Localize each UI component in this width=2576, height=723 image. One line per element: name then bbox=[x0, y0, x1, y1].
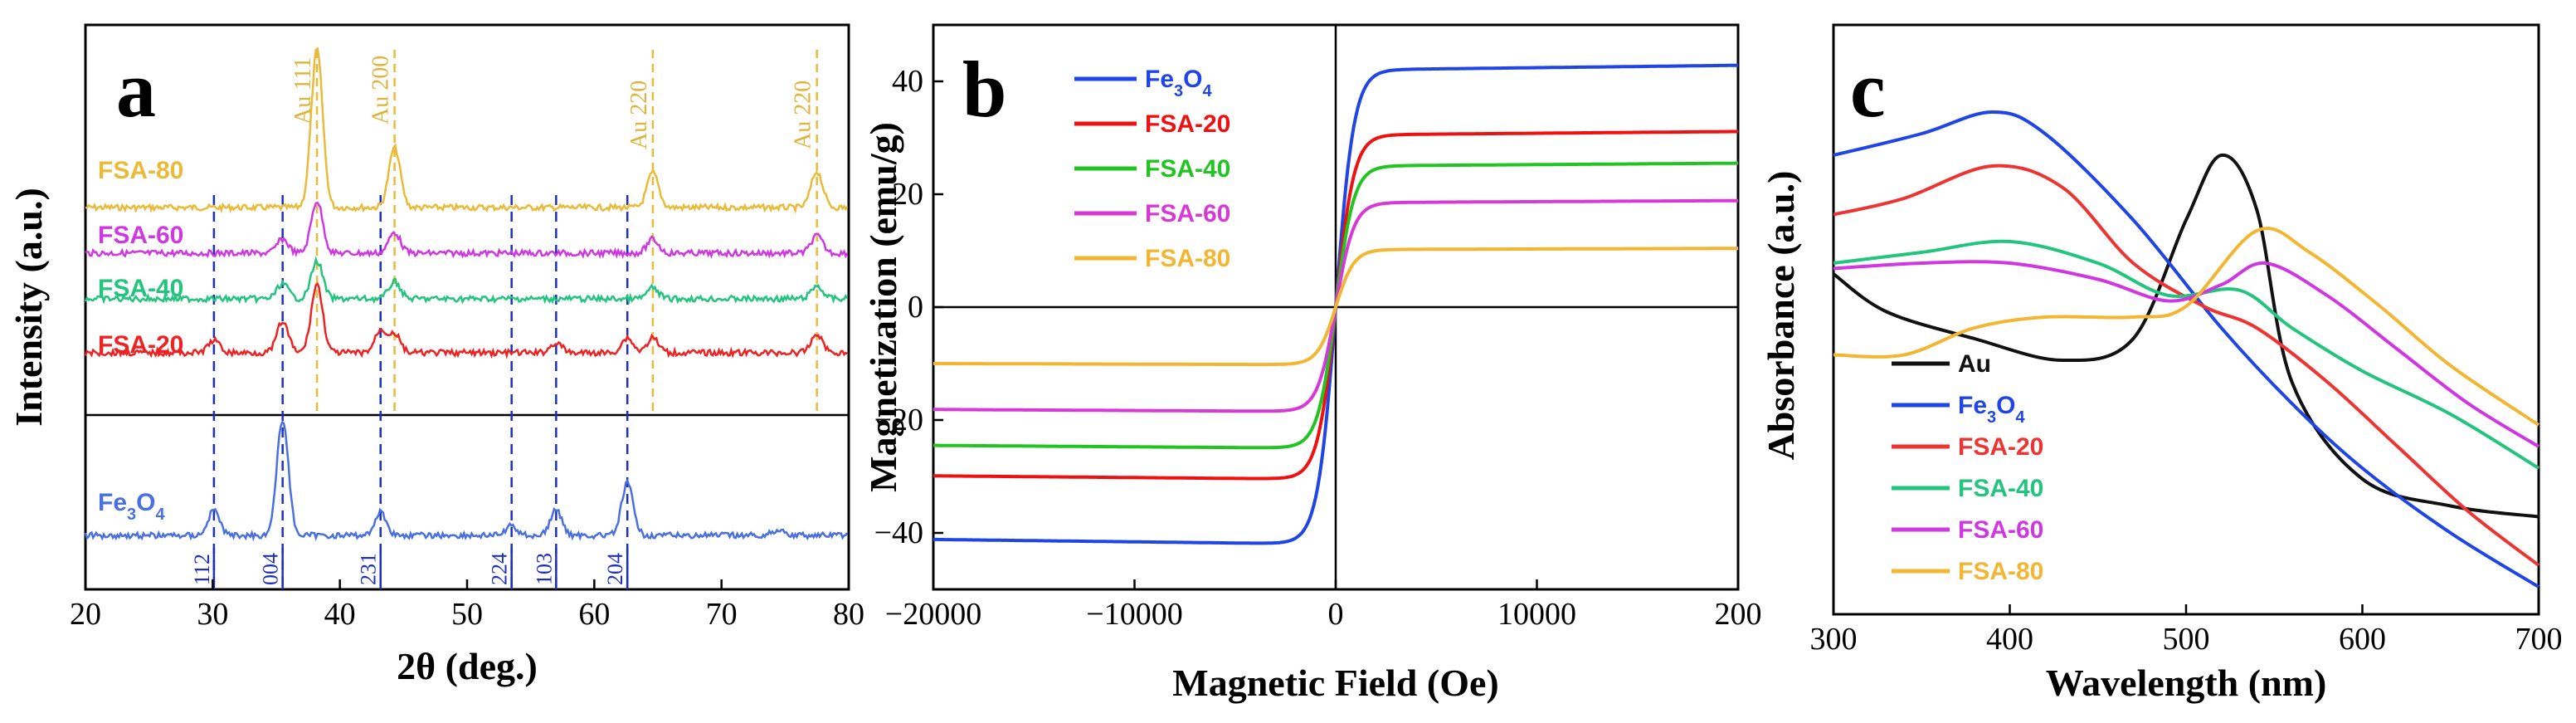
panel-c-legend-label-au: Au bbox=[1958, 350, 1991, 378]
panel-b-ytick-label: −20 bbox=[874, 403, 923, 437]
panel-c-xtick-label: 300 bbox=[1810, 622, 1858, 657]
panel-b-legend-label-fsa-40: FSA-40 bbox=[1145, 155, 1230, 183]
panel-a-xtick-label: 80 bbox=[833, 597, 864, 632]
panel-a-ylabel: Intensity (a.u.) bbox=[7, 188, 50, 427]
panel-a-xtick-label: 60 bbox=[578, 597, 610, 632]
panel-a-label-fsa-20: FSA-20 bbox=[98, 331, 183, 359]
legend-label-sub: 4 bbox=[1202, 82, 1212, 100]
panel-a-label-fsa-80: FSA-80 bbox=[98, 157, 183, 184]
panel-b-xtick-label: 0 bbox=[1328, 597, 1344, 632]
panel-a-series-fsa-40 bbox=[84, 256, 849, 306]
panel-a-label-fe3o4: Fe3O4 bbox=[98, 489, 165, 524]
panel-c-series-fsa-80 bbox=[1833, 227, 2540, 427]
panel-a-hkl-label: 103 bbox=[532, 553, 556, 585]
panel-b-xlabel: Magnetic Field (Oe) bbox=[1172, 662, 1498, 704]
legend-label-part: O bbox=[1183, 66, 1202, 93]
panel-c-letter: c bbox=[1850, 45, 1886, 134]
panel-a-label-fsa-60: FSA-60 bbox=[98, 222, 183, 249]
legend-label-part: Fe bbox=[98, 489, 127, 516]
panel-c-legend-label-fsa-20: FSA-20 bbox=[1958, 433, 2043, 461]
panel-c-ylabel: Absorbance (a.u.) bbox=[1760, 171, 1802, 461]
panel-c-series-fsa-40 bbox=[1833, 239, 2540, 470]
legend-label-sub: 3 bbox=[127, 506, 136, 524]
panel-b-ytick-label: 40 bbox=[892, 64, 923, 99]
panel-c-legend-label-fsa-40: FSA-40 bbox=[1958, 475, 2043, 502]
panel-b-series-fsa-80 bbox=[933, 247, 1738, 367]
panel-b-ytick-label: 0 bbox=[908, 290, 923, 325]
panel-c-series-fsa-60 bbox=[1833, 260, 2540, 448]
panel-c-xlabel: Wavelength (nm) bbox=[2046, 662, 2327, 704]
panel-a-hkl-label: 224 bbox=[488, 553, 512, 585]
panel-b-legend-label-fsa-20: FSA-20 bbox=[1145, 110, 1230, 138]
legend-label-sub: 4 bbox=[155, 506, 165, 524]
legend-label-sub: 4 bbox=[2015, 408, 2025, 427]
legend-label-sub: 3 bbox=[1987, 408, 1996, 427]
panel-b-ytick-label: −40 bbox=[874, 515, 923, 550]
legend-label-part: O bbox=[136, 489, 155, 516]
panel-c-legend-label-fe3o4: Fe3O4 bbox=[1958, 392, 2025, 427]
panel-c-xtick-label: 700 bbox=[2515, 622, 2563, 657]
panel-a-series-fsa-80 bbox=[85, 46, 849, 214]
panel-a-au-annotation: Au 220 bbox=[626, 81, 652, 149]
panel-a-xtick-label: 40 bbox=[324, 597, 356, 632]
panel-b-xtick-label: 10000 bbox=[1497, 597, 1576, 632]
panel-c-legend-label-fsa-80: FSA-80 bbox=[1958, 558, 2043, 585]
panel-a-xlabel: 2θ (deg.) bbox=[397, 645, 538, 687]
panel-b-ytick-label: 20 bbox=[892, 177, 923, 212]
panel-c: c 300 400 500 600 700 Au Fe3O4 FSA-20 FSA-40 FSA… bbox=[1760, 23, 2563, 704]
panel-a-label-fsa-40: FSA-40 bbox=[98, 275, 183, 302]
panel-c-series-fsa-20 bbox=[1833, 164, 2540, 567]
panel-a-hkl-label: 112 bbox=[190, 554, 214, 585]
legend-label-sub: 3 bbox=[1174, 82, 1183, 100]
legend-label-part: O bbox=[1996, 392, 2015, 419]
legend-label-part: Fe bbox=[1145, 66, 1174, 93]
panel-c-frame bbox=[1832, 23, 2540, 616]
panel-b-xtick-label: −10000 bbox=[1086, 597, 1182, 632]
panel-b-legend-label-fsa-80: FSA-80 bbox=[1145, 245, 1230, 272]
panel-b-xtick-label: 200 bbox=[1715, 597, 1762, 632]
panel-a-series-fe3o4 bbox=[84, 419, 849, 542]
panel-a-series-fsa-60 bbox=[85, 201, 849, 259]
panel-c-series-au bbox=[1832, 153, 2539, 519]
panel-a: a Au 111 Au 200 Au 220 Au 220 FSA-80FSA-60F… bbox=[7, 23, 864, 687]
panel-a-hkl-label: 004 bbox=[259, 553, 283, 585]
panel-b-ylabel: Magnetization (emu/g) bbox=[862, 122, 904, 492]
panel-a-xtick-label: 50 bbox=[451, 597, 483, 632]
panel-c-xtick-label: 600 bbox=[2339, 622, 2386, 657]
panel-a-hkl-label: 204 bbox=[603, 553, 627, 585]
panel-c-series-fe3o4 bbox=[1833, 110, 2540, 589]
panel-a-hkl-label: 231 bbox=[357, 553, 381, 585]
panel-b-letter: b bbox=[962, 45, 1006, 134]
panel-a-series-fsa-20 bbox=[84, 282, 848, 360]
panel-a-xtick-label: 30 bbox=[197, 597, 228, 632]
panel-b-legend-label-fsa-60: FSA-60 bbox=[1145, 200, 1230, 227]
legend-label-part: Fe bbox=[1958, 392, 1987, 419]
panel-a-letter: a bbox=[116, 45, 156, 134]
panel-b-xtick-label: −20000 bbox=[885, 597, 981, 632]
panel-c-legend-label-fsa-60: FSA-60 bbox=[1958, 516, 2043, 544]
panel-c-xtick-label: 400 bbox=[1986, 622, 2033, 657]
panel-a-frame bbox=[84, 23, 850, 591]
panel-a-au-annotation: Au 220 bbox=[791, 81, 816, 149]
panel-c-xtick-label: 500 bbox=[2163, 622, 2210, 657]
panel-a-au-annotation: Au 200 bbox=[368, 56, 394, 125]
panel-b-legend-label-fe3o4: Fe3O4 bbox=[1145, 66, 1212, 100]
panel-a-xtick-label: 20 bbox=[70, 597, 101, 632]
panel-a-xtick-label: 70 bbox=[706, 597, 738, 632]
